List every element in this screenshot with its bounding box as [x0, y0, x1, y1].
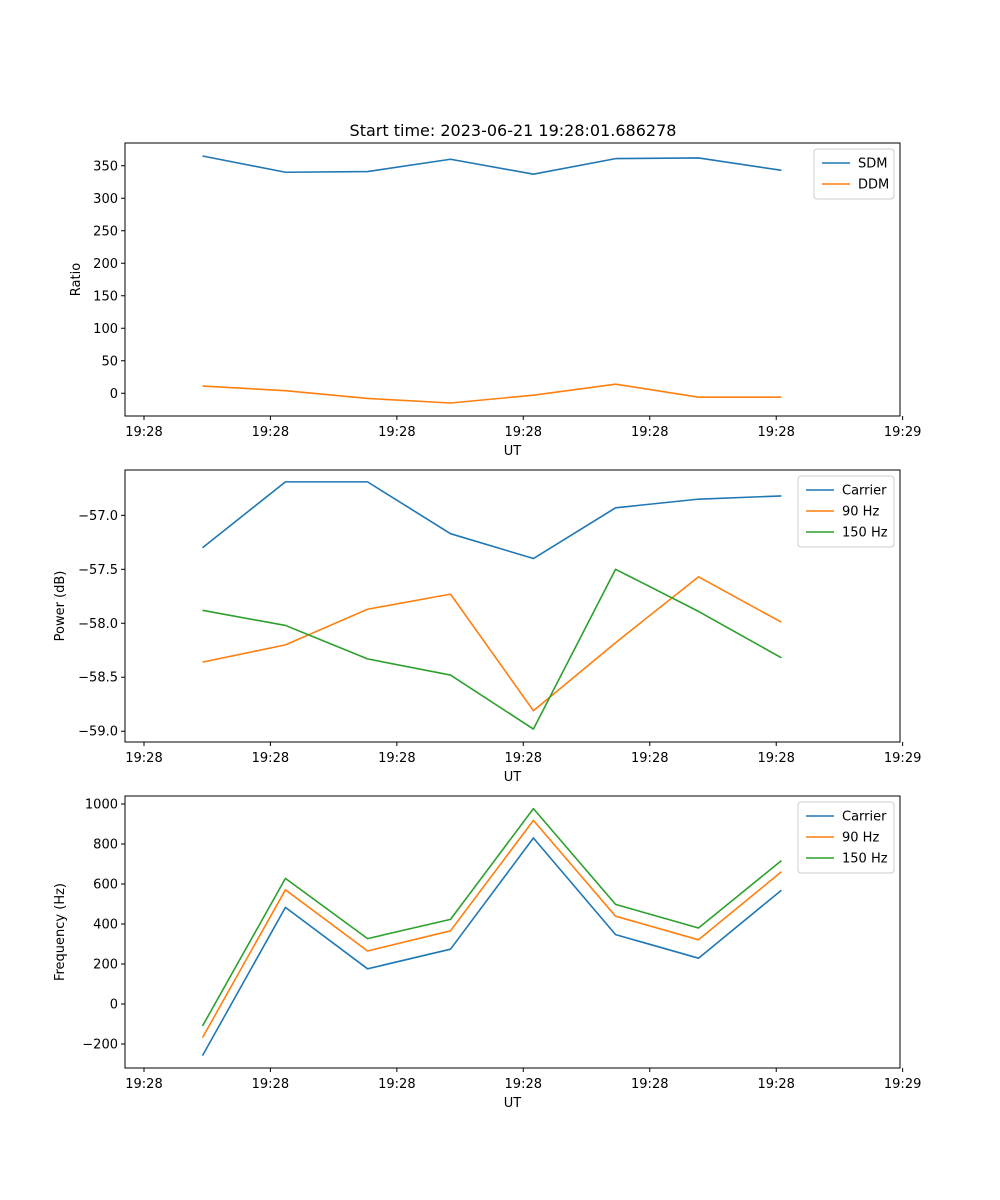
axes-frame: [124, 469, 901, 743]
figure-title: Start time: 2023-06-21 19:28:01.686278: [350, 121, 677, 140]
y-tick-label: −58.0: [78, 617, 118, 632]
legend-label: Carrier: [842, 810, 887, 825]
y-tick-label: −57.5: [78, 563, 118, 578]
y-tick-label: 0: [110, 387, 118, 402]
x-axis-label: UT: [504, 770, 522, 785]
x-tick-label: 19:28: [505, 751, 542, 766]
y-tick-label: 400: [93, 918, 118, 933]
y-tick-label: 1000: [85, 798, 118, 813]
y-tick-label: −57.0: [78, 509, 118, 524]
y-tick-label: 150: [93, 289, 118, 304]
y-tick-label: 0: [110, 998, 118, 1013]
legend-label: 150 Hz: [842, 526, 888, 541]
x-tick-label: 19:28: [505, 1077, 542, 1092]
x-tick-label: 19:29: [884, 751, 921, 766]
series-line-ddm: [202, 383, 782, 404]
x-tick-label: 19:28: [631, 425, 668, 440]
x-axis-label: UT: [504, 1096, 522, 1111]
y-tick-label: 250: [93, 224, 118, 239]
legend-label: SDM: [858, 157, 887, 172]
x-tick-label: 19:29: [884, 1077, 921, 1092]
legend-box: [813, 148, 895, 200]
x-tick-label: 19:28: [631, 1077, 668, 1092]
x-tick-label: 19:28: [631, 751, 668, 766]
legend-box: [797, 801, 895, 874]
x-tick-label: 19:28: [125, 751, 162, 766]
x-tick-label: 19:28: [252, 751, 289, 766]
series-line-carrier: [202, 481, 782, 560]
panel-2: −57.0 −57.5 −58.0 −58.5 −59.0 19:28 19:28 19:28…: [53, 469, 921, 785]
y-tick-label: 50: [101, 354, 118, 369]
axes-frame: [124, 142, 901, 417]
y-tick-label: 300: [93, 192, 118, 207]
panel-1: 0 50 100 150 200 250 300 350 19:28 19:28 19:28 19:2…: [69, 142, 921, 459]
x-tick-label: 19:28: [125, 425, 162, 440]
axes-frame: [124, 795, 901, 1069]
legend-label: 150 Hz: [842, 852, 888, 867]
x-tick-label: 19:28: [378, 1077, 415, 1092]
y-tick-label: 200: [93, 958, 118, 973]
legend-label: 90 Hz: [842, 831, 879, 846]
legend-label: DDM: [858, 178, 889, 193]
y-tick-label: 800: [93, 838, 118, 853]
y-tick-label: −59.0: [78, 725, 118, 740]
legend-box: [797, 475, 895, 548]
y-axis-label: Frequency (Hz): [53, 883, 68, 981]
x-tick-label: 19:28: [378, 425, 415, 440]
y-tick-label: 350: [93, 159, 118, 174]
series-line-150-hz: [202, 568, 782, 730]
legend-label: Carrier: [842, 484, 887, 499]
series-line-carrier: [201, 837, 782, 1056]
x-tick-label: 19:28: [378, 751, 415, 766]
x-axis-label: UT: [504, 444, 522, 459]
series-line-sdm: [202, 155, 782, 175]
y-tick-label: 200: [93, 257, 118, 272]
y-tick-label: −58.5: [78, 671, 118, 686]
y-tick-label: 100: [93, 322, 118, 337]
y-tick-label: 600: [93, 878, 118, 893]
x-tick-label: 19:28: [505, 425, 542, 440]
x-tick-label: 19:28: [125, 1077, 162, 1092]
series-line-90-hz: [202, 576, 782, 712]
x-tick-label: 19:28: [757, 1077, 794, 1092]
series-line-90-hz: [201, 819, 782, 1038]
plots-container: 0 50 100 150 200 250 300 350 19:28 19:28 19:28 19:2…: [53, 142, 921, 1111]
x-tick-label: 19:29: [884, 425, 921, 440]
x-tick-label: 19:28: [252, 1077, 289, 1092]
y-tick-label: −200: [82, 1038, 118, 1053]
legend-label: 90 Hz: [842, 505, 879, 520]
x-tick-label: 19:28: [757, 751, 794, 766]
x-tick-label: 19:28: [252, 425, 289, 440]
series-line-150-hz: [201, 807, 782, 1027]
y-axis-label: Ratio: [69, 263, 84, 296]
x-tick-label: 19:28: [757, 425, 794, 440]
panel-3: −200 0 200 400 600 800 1000 19:28 19:28 19:28 19:2…: [53, 795, 921, 1111]
y-axis-label: Power (dB): [53, 571, 68, 642]
